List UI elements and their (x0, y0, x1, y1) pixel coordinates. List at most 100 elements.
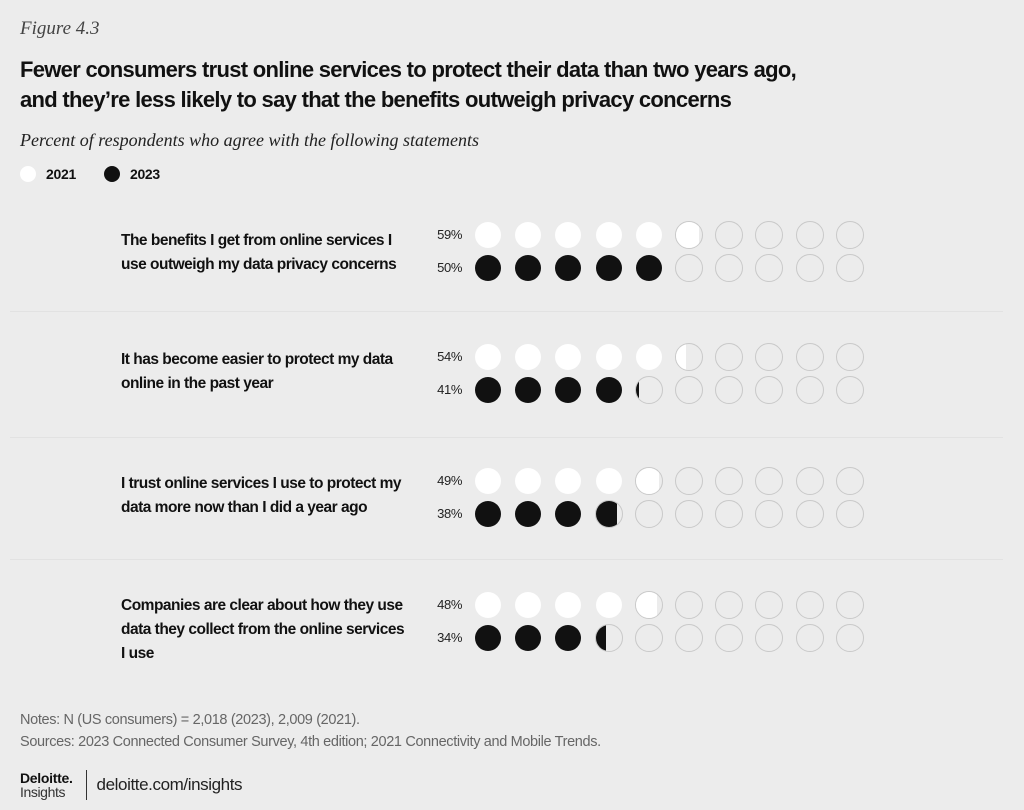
white-dot-icon (635, 221, 663, 249)
white-dot-icon (595, 221, 623, 249)
black-dot-icon (675, 376, 703, 404)
white-dot-icon (474, 343, 502, 371)
statement-label: Companies are clear about how they use d… (121, 597, 405, 662)
group-divider (10, 559, 1003, 560)
chart-title: Fewer consumers trust online services to… (20, 55, 980, 115)
sources-text: Sources: 2023 Connected Consumer Survey,… (20, 734, 601, 750)
black-dot-icon (554, 376, 582, 404)
black-dot-icon (675, 254, 703, 282)
black-dot-icon (514, 254, 542, 282)
white-dot-icon (595, 467, 623, 495)
white-dot-icon (514, 591, 542, 619)
footer: Deloitte. Insights deloitte.com/insights (20, 770, 243, 800)
white-dot-icon (554, 467, 582, 495)
notes-text: Notes: N (US consumers) = 2,018 (2023), … (20, 712, 360, 728)
legend-label: 2023 (129, 166, 160, 182)
black-dot-icon (474, 254, 502, 282)
white-dot-icon (554, 221, 582, 249)
black-dot-icon (635, 254, 663, 282)
legend-label: 2021 (46, 166, 76, 182)
statement-label: It has become easier to protect my data … (121, 351, 393, 392)
black-dot-icon (514, 500, 542, 528)
white-dot-icon (755, 591, 783, 619)
percent-label: 59% (437, 227, 462, 242)
white-dot-icon (595, 591, 623, 619)
white-dot-icon (715, 467, 743, 495)
black-dot-icon (554, 624, 582, 652)
white-dot-icon (796, 467, 824, 495)
white-dot-icon (595, 343, 623, 371)
white-dot-icon (755, 467, 783, 495)
brand-sub: Insights (20, 784, 66, 800)
brand-name: Deloitte. (20, 770, 73, 786)
title-line-1: Fewer consumers trust online services to… (20, 57, 797, 82)
white-dot-icon (554, 591, 582, 619)
white-dot-icon (554, 343, 582, 371)
black-dot-icon (715, 254, 743, 282)
percent-label: 41% (437, 382, 462, 397)
black-dot-icon (715, 500, 743, 528)
white-dot-icon (836, 591, 864, 619)
black-dot-icon (836, 624, 864, 652)
white-dot-icon (675, 591, 703, 619)
black-dot-icon (755, 500, 783, 528)
black-dot-icon (474, 500, 502, 528)
percent-label: 48% (437, 597, 462, 612)
black-dot-icon (836, 376, 864, 404)
black-dot-icon (755, 376, 783, 404)
legend: 2021 2023 (20, 166, 188, 182)
black-dot-icon (103, 166, 120, 182)
percent-label: 50% (437, 260, 462, 275)
white-dot-icon (474, 221, 502, 249)
white-dot-icon (715, 591, 743, 619)
white-dot-icon (836, 467, 864, 495)
black-dot-icon (836, 500, 864, 528)
black-dot-icon (635, 624, 663, 652)
black-dot-icon (595, 624, 623, 652)
chart-subtitle: Percent of respondents who agree with th… (20, 130, 479, 150)
white-dot-icon (474, 467, 502, 495)
black-dot-icon (474, 624, 502, 652)
percent-label: 49% (437, 473, 462, 488)
black-dot-icon (675, 624, 703, 652)
percent-label: 38% (437, 506, 462, 521)
black-dot-icon (755, 254, 783, 282)
legend-item-2021: 2021 (20, 166, 76, 182)
white-dot-icon (514, 467, 542, 495)
white-dot-icon (675, 221, 703, 249)
white-dot-icon (675, 467, 703, 495)
white-dot-icon (755, 343, 783, 371)
white-dot-icon (635, 467, 663, 495)
black-dot-icon (514, 376, 542, 404)
black-dot-icon (595, 376, 623, 404)
white-dot-icon (514, 343, 542, 371)
percent-label: 54% (437, 349, 462, 364)
black-dot-icon (595, 254, 623, 282)
statement-label: The benefits I get from online services … (121, 232, 397, 273)
black-dot-icon (796, 624, 824, 652)
white-dot-icon (796, 591, 824, 619)
white-dot-icon (755, 221, 783, 249)
white-dot-icon (474, 591, 502, 619)
black-dot-icon (836, 254, 864, 282)
black-dot-icon (554, 500, 582, 528)
black-dot-icon (635, 376, 663, 404)
black-dot-icon (595, 500, 623, 528)
white-dot-icon (675, 343, 703, 371)
white-dot-icon (715, 343, 743, 371)
statement-label: I trust online services I use to protect… (121, 475, 401, 516)
white-dot-icon (796, 221, 824, 249)
black-dot-icon (796, 500, 824, 528)
deloitte-logo: Deloitte. Insights (20, 771, 73, 799)
footer-divider (85, 770, 87, 800)
group-divider (10, 311, 1003, 312)
white-dot-icon (715, 221, 743, 249)
footer-url[interactable]: deloitte.com/insights (96, 775, 243, 794)
black-dot-icon (796, 254, 824, 282)
black-dot-icon (514, 624, 542, 652)
percent-label: 34% (437, 630, 462, 645)
black-dot-icon (796, 376, 824, 404)
white-dot-icon (635, 343, 663, 371)
white-dot-icon (20, 166, 36, 182)
white-dot-icon (836, 221, 864, 249)
